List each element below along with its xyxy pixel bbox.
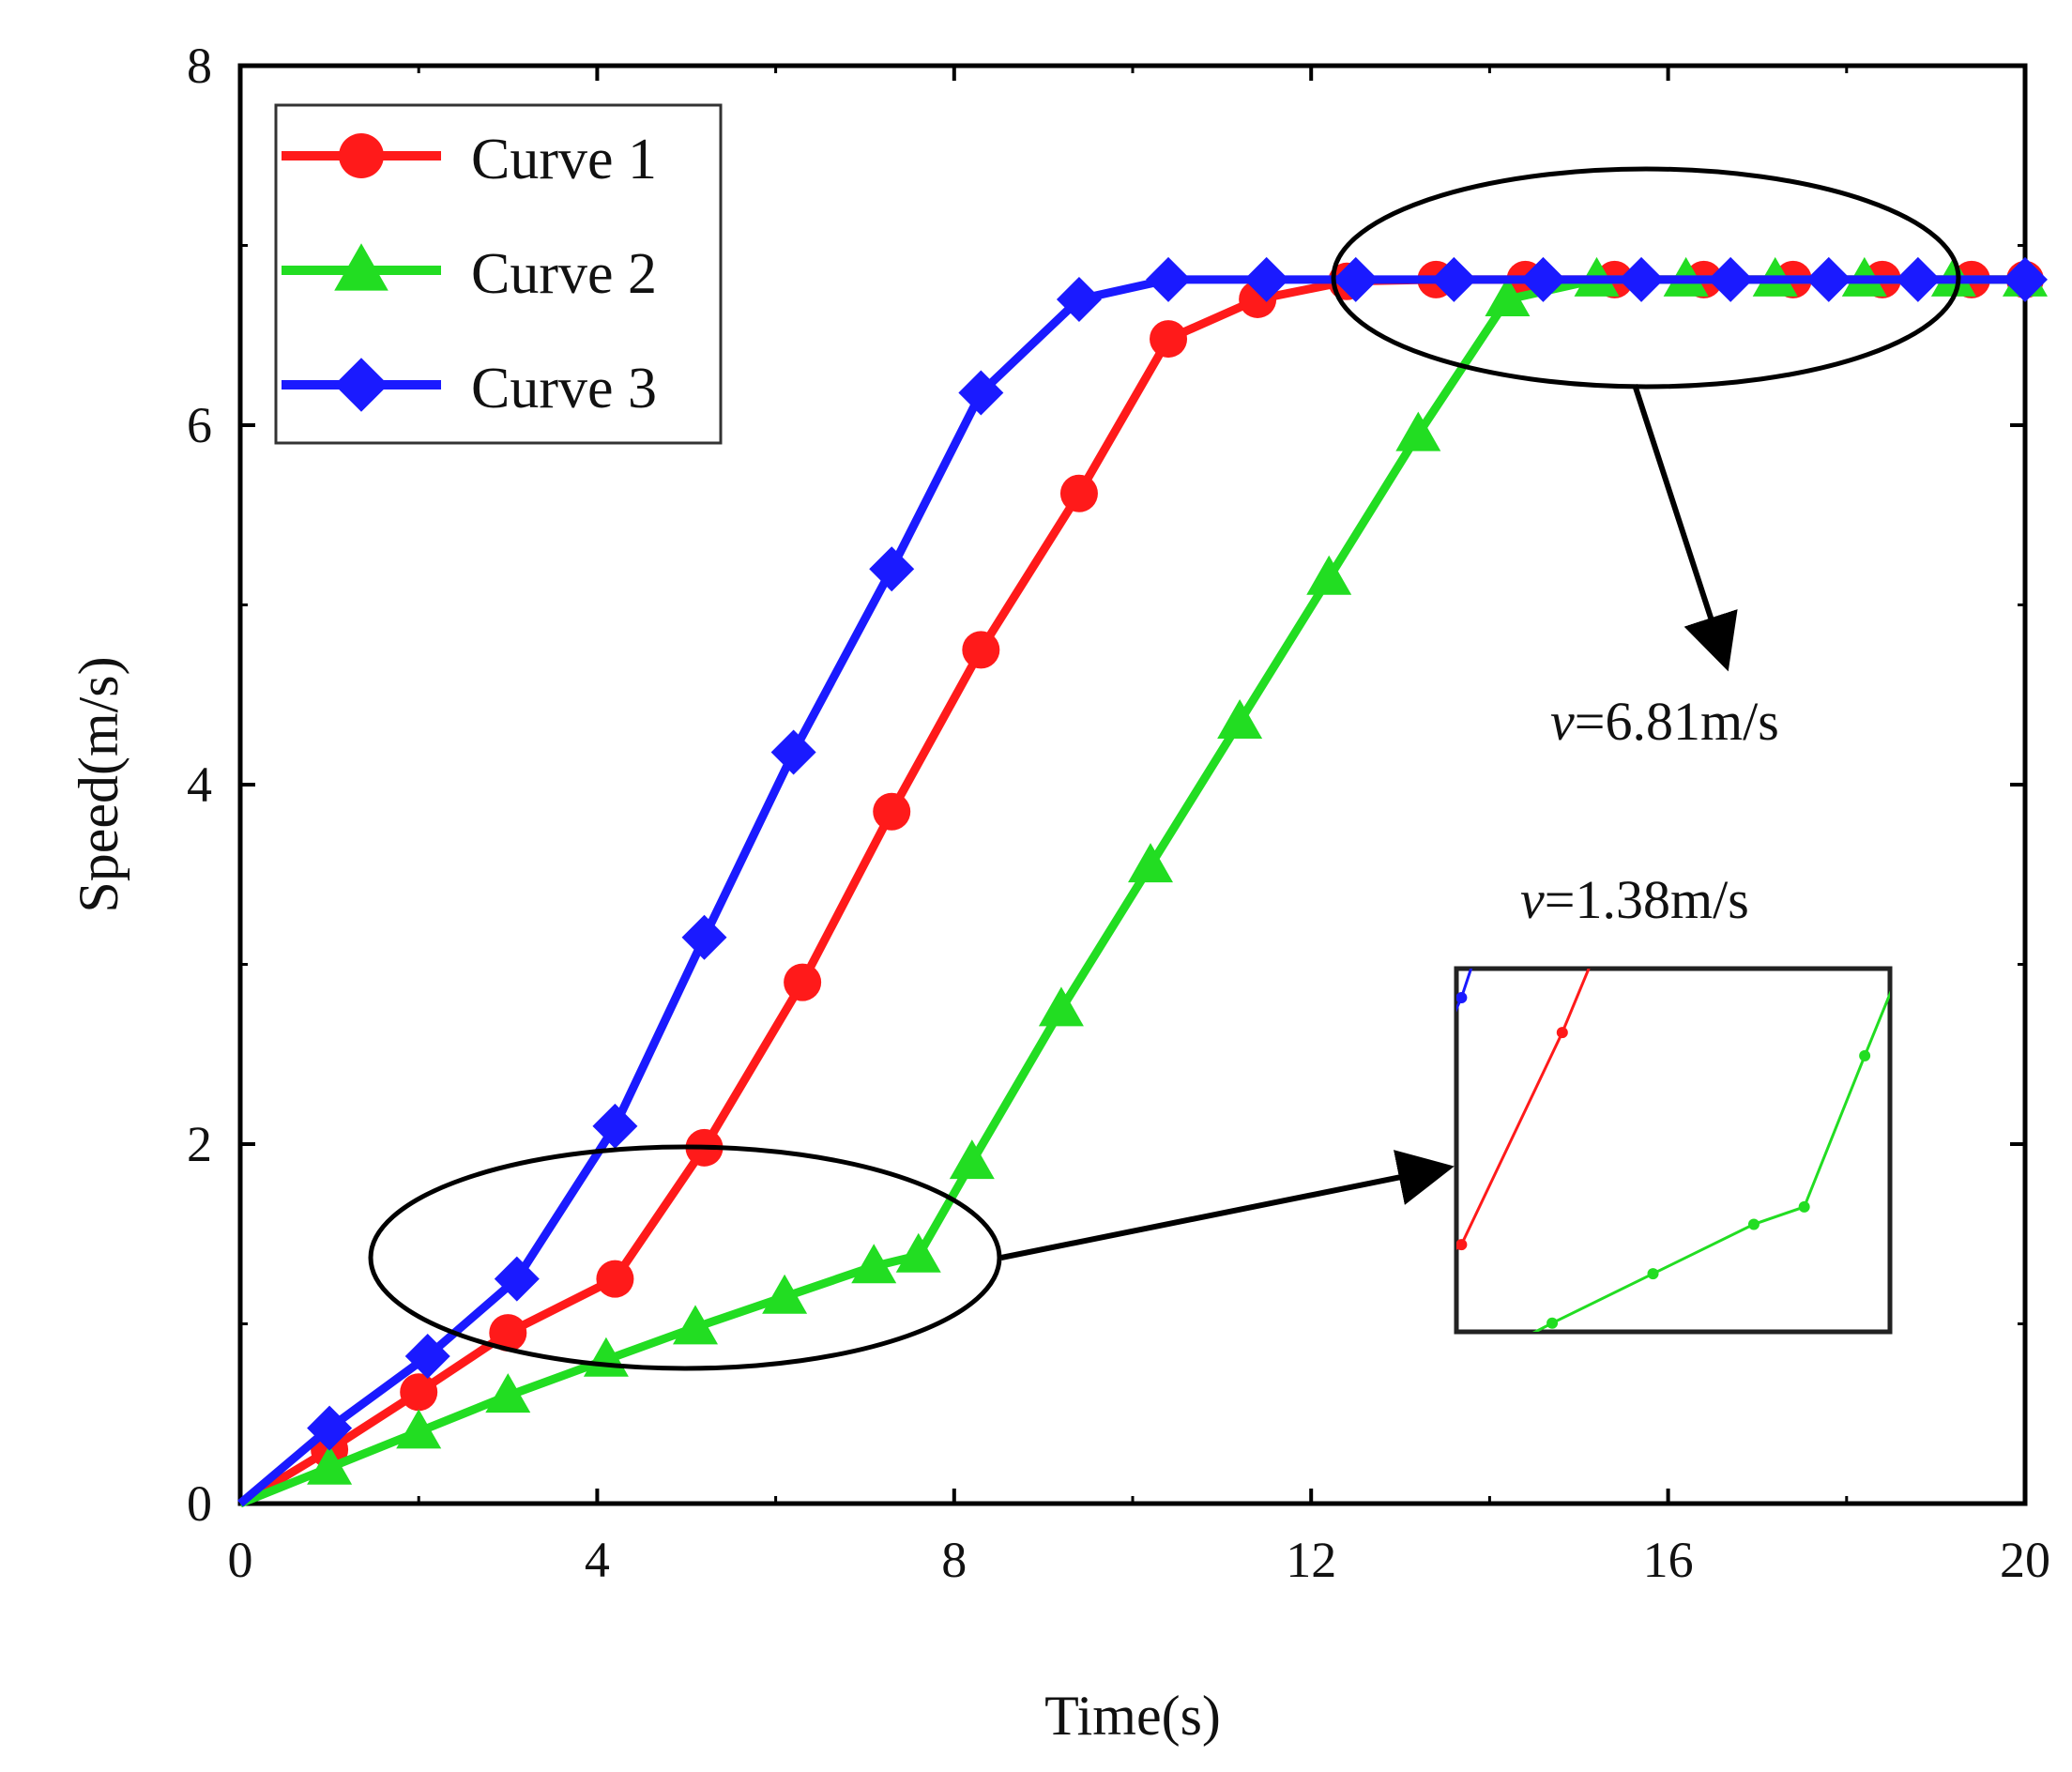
legend: Curve 1 Curve 2 Curve 3: [274, 103, 723, 445]
data-point-3: [404, 1333, 450, 1379]
inset-point-2: [1546, 1317, 1559, 1329]
data-point-2: [485, 1373, 531, 1413]
data-point-3: [1805, 256, 1851, 302]
data-point-2: [1128, 843, 1174, 883]
x-tick-label: 20: [2000, 1532, 2050, 1588]
x-axis-title: Time(s): [1044, 1685, 1221, 1747]
data-point-1: [1150, 320, 1188, 359]
data-point-2: [895, 1232, 941, 1273]
data-point-3: [592, 1103, 638, 1149]
data-point-1: [1059, 474, 1098, 512]
data-point-1: [489, 1314, 527, 1352]
upper-highlight-ellipse: [1331, 166, 1961, 390]
inset-zoom-box: [1454, 966, 1893, 1335]
y-tick-label: 2: [187, 1116, 212, 1172]
x-tick-label: 0: [228, 1532, 253, 1588]
inset-zoom-series: [1456, 969, 1890, 1332]
x-tick-label: 8: [941, 1532, 967, 1588]
data-point-2: [1217, 698, 1263, 739]
lower-highlight-ellipse: [368, 1144, 1002, 1371]
data-point-3: [1708, 256, 1754, 302]
y-tick-label: 8: [187, 38, 212, 94]
legend-marker-2: [334, 243, 388, 291]
inset-point-2: [1747, 1218, 1760, 1230]
data-point-2: [1485, 276, 1531, 316]
x-tick-label: 4: [585, 1532, 610, 1588]
inset-point-2: [1798, 1200, 1810, 1213]
data-point-3: [1619, 256, 1665, 302]
inset-point-1: [1456, 1239, 1468, 1251]
series-3: [237, 256, 2048, 1507]
data-point-2: [1395, 411, 1441, 451]
data-point-1: [873, 792, 911, 831]
inset-point-3: [1456, 991, 1468, 1003]
y-tick-label: 6: [187, 397, 212, 453]
inset-point-2: [1647, 1268, 1659, 1280]
legend-marker-3: [334, 358, 388, 412]
y-axis-title: Speed(m/s): [68, 656, 130, 912]
x-tick-label: 16: [1643, 1532, 1694, 1588]
data-point-3: [681, 914, 727, 960]
data-point-2: [396, 1409, 442, 1449]
upper-annotation-variable: v: [1550, 691, 1575, 752]
axis-tick-labels: 0 4 8 12 16 20 0 2 4 6 8: [187, 38, 2050, 1588]
data-point-2: [762, 1274, 808, 1314]
data-point-3: [869, 546, 915, 592]
lower-annotation-label: v=1.38m/s: [1520, 869, 1749, 930]
lower-annotation-variable: v: [1520, 869, 1545, 930]
data-point-1: [596, 1260, 634, 1298]
data-point-3: [307, 1405, 353, 1451]
data-point-3: [1056, 276, 1102, 322]
data-point-3: [1520, 256, 1566, 302]
x-tick-label: 12: [1286, 1532, 1336, 1588]
legend-marker-1: [339, 133, 384, 178]
series-layer: [237, 256, 2048, 1508]
data-point-1: [962, 631, 1000, 669]
axis-ticks: [238, 64, 2027, 1505]
upper-annotation-value: =6.81m/s: [1575, 691, 1779, 752]
upper-annotation-label: v=6.81m/s: [1550, 691, 1779, 752]
data-point-3: [958, 370, 1004, 416]
legend-label-curve-2: Curve 2: [471, 242, 657, 306]
legend-label-curve-3: Curve 3: [471, 357, 657, 420]
data-point-3: [1431, 256, 1477, 302]
legend-items: [282, 133, 441, 412]
data-point-2: [307, 1444, 353, 1485]
data-point-3: [770, 729, 816, 775]
data-point-2: [1306, 555, 1352, 595]
data-point-3: [1146, 256, 1192, 302]
data-point-2: [949, 1139, 995, 1180]
data-point-3: [2003, 256, 2048, 302]
data-point-2: [851, 1244, 897, 1284]
data-point-1: [784, 963, 822, 1001]
data-point-3: [1895, 256, 1941, 302]
data-point-1: [400, 1373, 438, 1412]
y-tick-label: 0: [187, 1475, 212, 1532]
data-point-3: [1333, 256, 1379, 302]
lower-annotation-arrow: [1000, 1150, 1455, 1260]
inset-point-2: [1859, 1049, 1871, 1062]
y-tick-label: 4: [187, 756, 212, 813]
data-point-2: [1038, 986, 1084, 1027]
data-point-3: [1243, 256, 1289, 302]
lower-annotation-value: =1.38m/s: [1545, 869, 1749, 930]
data-point-2: [673, 1305, 719, 1345]
data-point-3: [494, 1256, 540, 1302]
inset-point-1: [1556, 1027, 1568, 1039]
legend-label-curve-1: Curve 1: [471, 128, 657, 191]
upper-annotation-arrow: [1632, 384, 1738, 672]
